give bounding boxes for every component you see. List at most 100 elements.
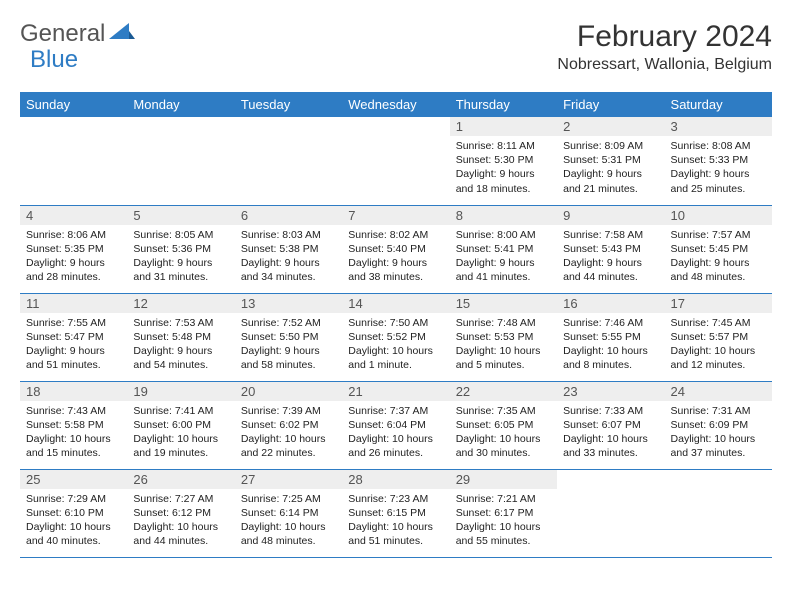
sunrise-text: Sunrise: 8:02 AM — [348, 228, 443, 242]
logo-triangle-icon — [109, 21, 135, 48]
title-area: February 2024 Nobressart, Wallonia, Belg… — [557, 20, 772, 74]
sunrise-text: Sunrise: 7:52 AM — [241, 316, 336, 330]
daylight-text-2: and 38 minutes. — [348, 270, 443, 284]
day-header: Sunday — [20, 92, 127, 117]
day-header: Monday — [127, 92, 234, 117]
day-number: 15 — [450, 294, 557, 313]
sunrise-text: Sunrise: 7:33 AM — [563, 404, 658, 418]
daylight-text-2: and 26 minutes. — [348, 446, 443, 460]
calendar-cell: 7Sunrise: 8:02 AMSunset: 5:40 PMDaylight… — [342, 205, 449, 293]
sunrise-text: Sunrise: 7:39 AM — [241, 404, 336, 418]
sunset-text: Sunset: 5:48 PM — [133, 330, 228, 344]
page-title: February 2024 — [557, 20, 772, 54]
day-number: 10 — [665, 206, 772, 225]
calendar-cell: 3Sunrise: 8:08 AMSunset: 5:33 PMDaylight… — [665, 117, 772, 205]
day-details: Sunrise: 7:31 AMSunset: 6:09 PMDaylight:… — [665, 401, 772, 464]
daylight-text-2: and 8 minutes. — [563, 358, 658, 372]
daylight-text-1: Daylight: 9 hours — [671, 256, 766, 270]
daylight-text-1: Daylight: 9 hours — [456, 256, 551, 270]
sunrise-text: Sunrise: 7:50 AM — [348, 316, 443, 330]
calendar-cell: 24Sunrise: 7:31 AMSunset: 6:09 PMDayligh… — [665, 381, 772, 469]
sunset-text: Sunset: 6:15 PM — [348, 506, 443, 520]
daylight-text-2: and 48 minutes. — [671, 270, 766, 284]
sunrise-text: Sunrise: 7:45 AM — [671, 316, 766, 330]
daylight-text-1: Daylight: 9 hours — [671, 167, 766, 181]
calendar-cell: 2Sunrise: 8:09 AMSunset: 5:31 PMDaylight… — [557, 117, 664, 205]
day-number: 23 — [557, 382, 664, 401]
day-number: 22 — [450, 382, 557, 401]
sunset-text: Sunset: 5:38 PM — [241, 242, 336, 256]
day-header: Wednesday — [342, 92, 449, 117]
calendar-cell — [342, 117, 449, 205]
day-details: Sunrise: 7:53 AMSunset: 5:48 PMDaylight:… — [127, 313, 234, 376]
day-details: Sunrise: 7:33 AMSunset: 6:07 PMDaylight:… — [557, 401, 664, 464]
calendar-cell: 11Sunrise: 7:55 AMSunset: 5:47 PMDayligh… — [20, 293, 127, 381]
daylight-text-2: and 44 minutes. — [563, 270, 658, 284]
day-details: Sunrise: 7:41 AMSunset: 6:00 PMDaylight:… — [127, 401, 234, 464]
day-number: 11 — [20, 294, 127, 313]
day-details: Sunrise: 7:21 AMSunset: 6:17 PMDaylight:… — [450, 489, 557, 552]
daylight-text-1: Daylight: 9 hours — [26, 256, 121, 270]
daylight-text-1: Daylight: 10 hours — [456, 432, 551, 446]
calendar-cell — [235, 117, 342, 205]
calendar-cell: 16Sunrise: 7:46 AMSunset: 5:55 PMDayligh… — [557, 293, 664, 381]
day-details: Sunrise: 7:35 AMSunset: 6:05 PMDaylight:… — [450, 401, 557, 464]
calendar-cell — [557, 469, 664, 557]
day-details: Sunrise: 7:52 AMSunset: 5:50 PMDaylight:… — [235, 313, 342, 376]
day-details: Sunrise: 7:55 AMSunset: 5:47 PMDaylight:… — [20, 313, 127, 376]
daylight-text-2: and 51 minutes. — [348, 534, 443, 548]
sunrise-text: Sunrise: 8:00 AM — [456, 228, 551, 242]
calendar-week: 18Sunrise: 7:43 AMSunset: 5:58 PMDayligh… — [20, 381, 772, 469]
daylight-text-2: and 37 minutes. — [671, 446, 766, 460]
sunset-text: Sunset: 5:31 PM — [563, 153, 658, 167]
sunset-text: Sunset: 6:17 PM — [456, 506, 551, 520]
day-number: 7 — [342, 206, 449, 225]
daylight-text-1: Daylight: 10 hours — [133, 520, 228, 534]
calendar-cell: 29Sunrise: 7:21 AMSunset: 6:17 PMDayligh… — [450, 469, 557, 557]
daylight-text-1: Daylight: 10 hours — [671, 344, 766, 358]
sunset-text: Sunset: 6:02 PM — [241, 418, 336, 432]
daylight-text-1: Daylight: 9 hours — [348, 256, 443, 270]
sunset-text: Sunset: 6:10 PM — [26, 506, 121, 520]
day-number: 25 — [20, 470, 127, 489]
daylight-text-1: Daylight: 9 hours — [133, 256, 228, 270]
day-details: Sunrise: 7:43 AMSunset: 5:58 PMDaylight:… — [20, 401, 127, 464]
day-number: 18 — [20, 382, 127, 401]
day-number: 17 — [665, 294, 772, 313]
calendar-cell: 10Sunrise: 7:57 AMSunset: 5:45 PMDayligh… — [665, 205, 772, 293]
day-number: 19 — [127, 382, 234, 401]
sunset-text: Sunset: 5:55 PM — [563, 330, 658, 344]
sunrise-text: Sunrise: 8:03 AM — [241, 228, 336, 242]
daylight-text-2: and 51 minutes. — [26, 358, 121, 372]
sunrise-text: Sunrise: 8:05 AM — [133, 228, 228, 242]
sunrise-text: Sunrise: 8:11 AM — [456, 139, 551, 153]
day-details: Sunrise: 7:50 AMSunset: 5:52 PMDaylight:… — [342, 313, 449, 376]
calendar-cell: 26Sunrise: 7:27 AMSunset: 6:12 PMDayligh… — [127, 469, 234, 557]
logo: General — [20, 20, 137, 48]
daylight-text-1: Daylight: 9 hours — [241, 344, 336, 358]
day-details: Sunrise: 7:58 AMSunset: 5:43 PMDaylight:… — [557, 225, 664, 288]
calendar-table: SundayMondayTuesdayWednesdayThursdayFrid… — [20, 92, 772, 558]
sunrise-text: Sunrise: 7:37 AM — [348, 404, 443, 418]
calendar-cell: 17Sunrise: 7:45 AMSunset: 5:57 PMDayligh… — [665, 293, 772, 381]
sunrise-text: Sunrise: 7:25 AM — [241, 492, 336, 506]
calendar-cell: 14Sunrise: 7:50 AMSunset: 5:52 PMDayligh… — [342, 293, 449, 381]
daylight-text-2: and 33 minutes. — [563, 446, 658, 460]
day-details: Sunrise: 7:37 AMSunset: 6:04 PMDaylight:… — [342, 401, 449, 464]
sunrise-text: Sunrise: 7:48 AM — [456, 316, 551, 330]
day-details: Sunrise: 8:06 AMSunset: 5:35 PMDaylight:… — [20, 225, 127, 288]
daylight-text-1: Daylight: 10 hours — [456, 520, 551, 534]
sunset-text: Sunset: 6:05 PM — [456, 418, 551, 432]
sunrise-text: Sunrise: 7:46 AM — [563, 316, 658, 330]
sunrise-text: Sunrise: 7:43 AM — [26, 404, 121, 418]
calendar-cell: 20Sunrise: 7:39 AMSunset: 6:02 PMDayligh… — [235, 381, 342, 469]
calendar-cell: 23Sunrise: 7:33 AMSunset: 6:07 PMDayligh… — [557, 381, 664, 469]
sunset-text: Sunset: 6:14 PM — [241, 506, 336, 520]
calendar-body: 1Sunrise: 8:11 AMSunset: 5:30 PMDaylight… — [20, 117, 772, 557]
day-number: 28 — [342, 470, 449, 489]
daylight-text-2: and 12 minutes. — [671, 358, 766, 372]
header: General February 2024 Nobressart, Wallon… — [20, 20, 772, 74]
calendar-cell: 1Sunrise: 8:11 AMSunset: 5:30 PMDaylight… — [450, 117, 557, 205]
day-details: Sunrise: 8:05 AMSunset: 5:36 PMDaylight:… — [127, 225, 234, 288]
logo-text-general: General — [20, 20, 105, 48]
